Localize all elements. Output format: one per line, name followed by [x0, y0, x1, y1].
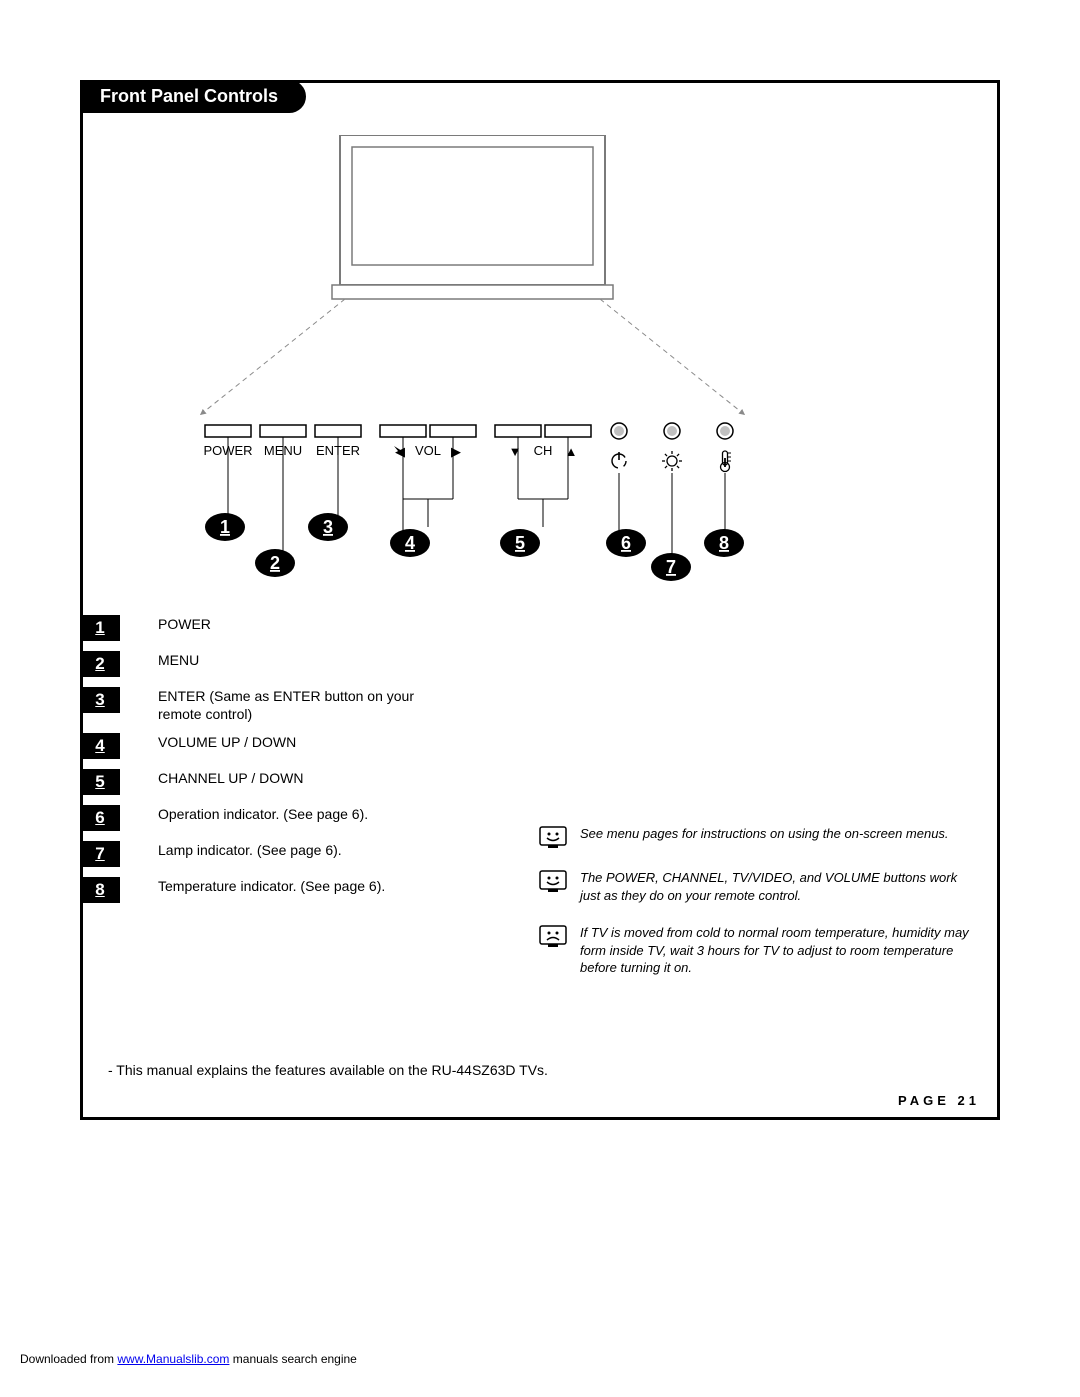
download-prefix: Downloaded from	[20, 1352, 117, 1366]
page-number: PAGE 21	[898, 1093, 980, 1108]
note-text: The POWER, CHANNEL, TV/VIDEO, and VOLUME…	[580, 869, 978, 904]
description-row: 7 Lamp indicator. (See page 6).	[80, 841, 530, 867]
notes-column: See menu pages for instructions on using…	[538, 825, 978, 997]
footer-note: - This manual explains the features avai…	[108, 1062, 548, 1078]
description-text: VOLUME UP / DOWN	[158, 733, 296, 751]
number-badge: 1	[80, 615, 120, 641]
number-badge: 4	[80, 733, 120, 759]
tv-frown-icon	[538, 924, 568, 950]
description-text: POWER	[158, 615, 211, 633]
description-text: CHANNEL UP / DOWN	[158, 769, 303, 787]
svg-text:▲: ▲	[565, 444, 578, 459]
description-row: 2 MENU	[80, 651, 530, 677]
download-note: Downloaded from www.Manualslib.com manua…	[20, 1352, 357, 1366]
diagram-svg: POWERMENUENTERVOL◀▶CH▼▲12345678	[100, 135, 860, 595]
note-row: See menu pages for instructions on using…	[538, 825, 978, 849]
svg-text:6: 6	[621, 533, 631, 553]
tv-smile-icon	[538, 825, 568, 851]
number-badge: 8	[80, 877, 120, 903]
svg-text:CH: CH	[534, 443, 553, 458]
description-list: 1 POWER 2 MENU 3 ENTER (Same as ENTER button …	[80, 615, 530, 913]
note-text: See menu pages for instructions on using…	[580, 825, 949, 843]
svg-text:1: 1	[220, 517, 230, 537]
description-row: 3 ENTER (Same as ENTER button on your rem…	[80, 687, 530, 723]
note-row: If TV is moved from cold to normal room …	[538, 924, 978, 977]
description-text: Operation indicator. (See page 6).	[158, 805, 368, 823]
description-row: 6 Operation indicator. (See page 6).	[80, 805, 530, 831]
description-row: 1 POWER	[80, 615, 530, 641]
number-badge: 2	[80, 651, 120, 677]
description-text: Temperature indicator. (See page 6).	[158, 877, 385, 895]
svg-text:8: 8	[719, 533, 729, 553]
svg-text:▼: ▼	[509, 444, 522, 459]
svg-text:7: 7	[666, 557, 676, 577]
svg-text:5: 5	[515, 533, 525, 553]
number-badge: 3	[80, 687, 120, 713]
number-badge: 5	[80, 769, 120, 795]
number-badge: 7	[80, 841, 120, 867]
svg-text:3: 3	[323, 517, 333, 537]
number-badge: 6	[80, 805, 120, 831]
description-row: 8 Temperature indicator. (See page 6).	[80, 877, 530, 903]
description-text: MENU	[158, 651, 199, 669]
download-suffix: manuals search engine	[229, 1352, 356, 1366]
description-text: ENTER (Same as ENTER button on your remo…	[158, 687, 438, 723]
note-text: If TV is moved from cold to normal room …	[580, 924, 978, 977]
svg-text:4: 4	[405, 533, 415, 553]
svg-text:VOL: VOL	[415, 443, 441, 458]
download-link[interactable]: www.Manualslib.com	[117, 1352, 229, 1366]
description-row: 4 VOLUME UP / DOWN	[80, 733, 530, 759]
svg-text:2: 2	[270, 553, 280, 573]
description-row: 5 CHANNEL UP / DOWN	[80, 769, 530, 795]
tv-smile-icon	[538, 869, 568, 895]
description-text: Lamp indicator. (See page 6).	[158, 841, 342, 859]
note-row: The POWER, CHANNEL, TV/VIDEO, and VOLUME…	[538, 869, 978, 904]
section-header: Front Panel Controls	[80, 80, 306, 113]
